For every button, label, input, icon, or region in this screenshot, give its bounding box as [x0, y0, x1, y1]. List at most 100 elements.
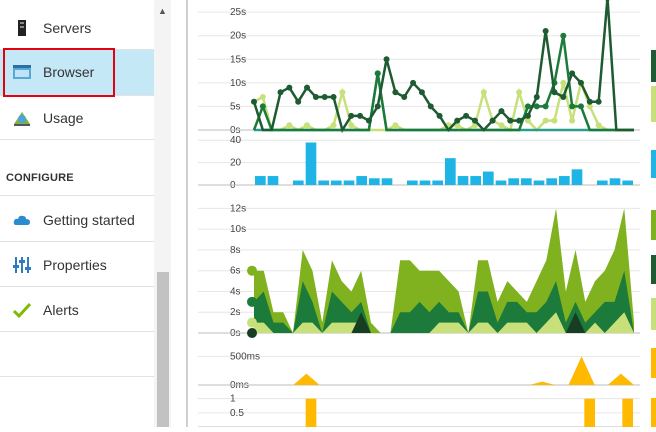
data-point — [542, 103, 549, 110]
sidebar-item-label: Getting started — [43, 212, 135, 228]
series-area — [254, 270, 634, 333]
sidebar-item-getting-started[interactable]: Getting started — [0, 198, 154, 242]
legend-swatch — [651, 255, 656, 284]
bar — [432, 180, 443, 185]
bar — [331, 180, 342, 185]
sidebar-item-browser[interactable]: Browser — [0, 50, 154, 96]
data-point — [330, 122, 337, 129]
bar — [293, 180, 304, 185]
data-point — [507, 117, 514, 124]
data-point — [577, 103, 584, 110]
legend-swatch — [651, 86, 656, 122]
checkmark-icon — [12, 300, 32, 320]
data-point — [595, 122, 602, 129]
sidebar-item-alerts[interactable]: Alerts — [0, 288, 154, 332]
sidebar-item-servers[interactable]: Servers — [0, 6, 154, 50]
data-point — [524, 112, 531, 119]
y-tick-label: 10s — [230, 78, 246, 89]
data-point — [524, 103, 531, 110]
data-point — [524, 117, 531, 124]
data-point — [247, 296, 257, 307]
sidebar-item-label: Properties — [43, 257, 107, 273]
data-point — [569, 103, 576, 110]
data-point — [463, 112, 470, 119]
sidebar-item-usage[interactable]: Usage — [0, 96, 154, 140]
metrics-charts: 0s5s10s15s20s25s020400s2s4s6s8s10s12s0ms… — [188, 0, 656, 428]
legend-swatch — [651, 50, 656, 82]
browser-window-icon — [12, 62, 32, 82]
data-point — [357, 112, 364, 119]
data-point — [383, 56, 390, 63]
data-point — [454, 117, 461, 124]
data-point — [286, 122, 293, 129]
series-line — [252, 35, 634, 132]
data-point — [304, 122, 311, 129]
bar — [369, 178, 380, 185]
sidebar-item-label: Browser — [43, 64, 95, 80]
data-point — [551, 89, 558, 96]
data-point — [247, 328, 257, 338]
server-icon — [12, 18, 32, 38]
data-point — [286, 84, 293, 91]
data-point — [304, 84, 311, 91]
data-point — [498, 122, 505, 129]
data-point — [247, 265, 257, 276]
scrollbar-thumb[interactable] — [157, 272, 169, 427]
sidebar: Servers Browser Usage CONFIGURE Getting … — [0, 0, 172, 427]
y-tick-label: 15s — [230, 54, 246, 65]
bar — [622, 398, 633, 427]
data-point — [251, 98, 257, 105]
charts-svg: 0s5s10s15s20s25s020400s2s4s6s8s10s12s0ms… — [198, 0, 640, 428]
sidebar-item-label: Usage — [43, 110, 84, 126]
data-point — [259, 94, 266, 100]
y-tick-label: 4s — [230, 286, 241, 297]
data-point — [410, 79, 417, 86]
data-point — [295, 98, 302, 105]
bar — [305, 398, 317, 427]
legend-swatch — [651, 298, 656, 330]
data-point — [533, 103, 540, 110]
data-point — [577, 79, 584, 86]
legend-swatch — [651, 398, 656, 427]
y-tick-label: 12s — [230, 203, 246, 214]
data-point — [586, 103, 593, 110]
divider — [0, 195, 154, 196]
bar — [597, 180, 608, 185]
series-line — [252, 0, 634, 134]
y-tick-label: 8s — [230, 245, 241, 256]
sidebar-item-properties[interactable]: Properties — [0, 243, 154, 287]
data-point — [365, 117, 372, 124]
bar — [318, 180, 329, 185]
data-point — [348, 122, 355, 129]
data-point — [277, 89, 284, 96]
cloud-icon — [12, 210, 32, 230]
bar — [533, 180, 545, 185]
series-area — [254, 208, 634, 333]
data-point — [392, 122, 399, 129]
data-point — [392, 89, 399, 96]
bar — [546, 178, 557, 185]
usage-icon — [12, 108, 32, 128]
data-point — [330, 94, 337, 100]
bar — [419, 180, 431, 185]
data-point — [348, 112, 355, 119]
y-tick-label: 40 — [230, 135, 242, 146]
bar — [571, 169, 583, 185]
data-point — [595, 98, 602, 105]
y-tick-label: 1 — [230, 394, 236, 405]
scroll-up-arrow-icon[interactable]: ▲ — [158, 6, 167, 16]
bar — [407, 180, 418, 185]
data-point — [516, 89, 523, 96]
data-point — [418, 89, 425, 96]
data-point — [401, 94, 408, 100]
data-point — [569, 117, 576, 124]
y-tick-label: 20 — [230, 158, 242, 169]
data-point — [569, 70, 576, 77]
data-point — [480, 89, 487, 96]
y-tick-label: 10s — [230, 224, 246, 235]
bar — [445, 158, 456, 185]
bar — [457, 176, 469, 185]
bar — [584, 398, 595, 427]
sidebar-item-label: Alerts — [43, 302, 79, 318]
data-point — [533, 94, 540, 100]
